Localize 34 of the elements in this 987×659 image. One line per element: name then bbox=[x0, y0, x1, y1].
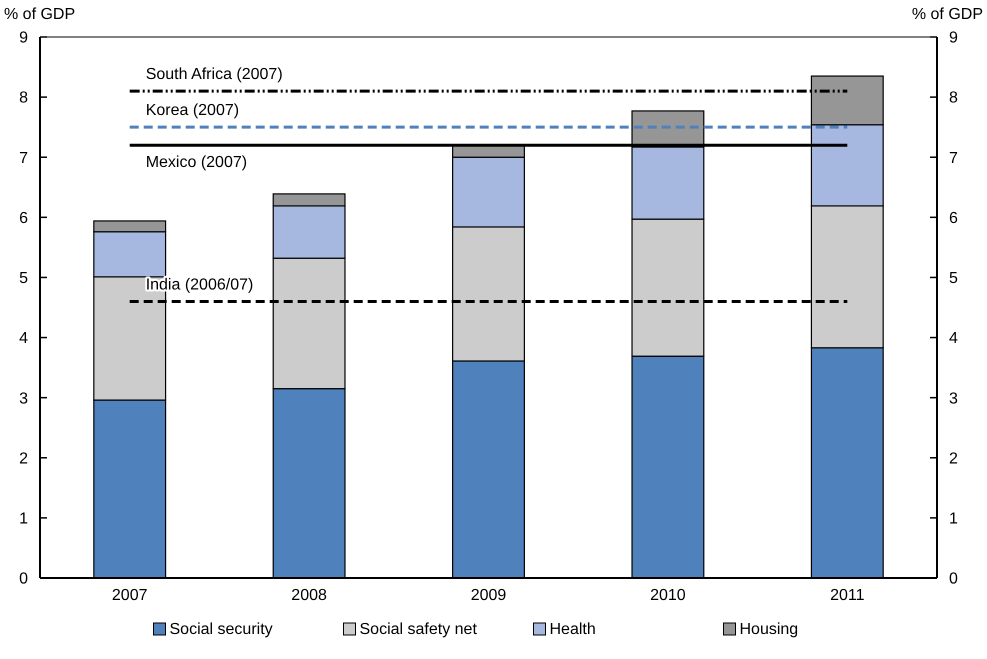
x-tick-label: 2007 bbox=[112, 587, 148, 604]
legend-label: Housing bbox=[740, 621, 798, 638]
y2-tick-label: 7 bbox=[949, 150, 958, 167]
ref-line-label: Korea (2007) bbox=[146, 102, 240, 120]
y-tick-label: 1 bbox=[19, 510, 28, 528]
y2-tick-label: 5 bbox=[949, 270, 958, 288]
y-tick-label: 9 bbox=[19, 30, 28, 47]
y-axis-title: % of GDP bbox=[4, 6, 76, 23]
y-tick-label: 5 bbox=[19, 270, 28, 288]
y2-tick-label: 9 bbox=[949, 30, 958, 47]
y2-tick-label: 1 bbox=[949, 510, 958, 528]
y-tick-label: 4 bbox=[19, 330, 28, 348]
legend-label: Social security bbox=[170, 621, 273, 638]
y2-tick-label: 0 bbox=[949, 570, 958, 588]
y2-tick-label: 8 bbox=[949, 90, 958, 107]
x-tick-label: 2008 bbox=[291, 587, 327, 604]
x-tick-label: 2009 bbox=[470, 587, 506, 604]
ref-line-label: South Africa (2007) bbox=[146, 66, 283, 84]
y-tick-label: 2 bbox=[19, 450, 28, 468]
x-tick-label: 2010 bbox=[650, 587, 686, 604]
y2-tick-label: 3 bbox=[949, 390, 958, 408]
y-tick-label: 7 bbox=[19, 150, 28, 167]
y-tick-label: 3 bbox=[19, 390, 28, 408]
y-tick-label: 8 bbox=[19, 90, 28, 107]
ref-line-label: Mexico (2007) bbox=[146, 154, 248, 172]
y2-tick-label: 6 bbox=[949, 210, 958, 227]
y-tick-label: 6 bbox=[19, 210, 28, 227]
x-tick-label: 2011 bbox=[830, 587, 865, 604]
legend-label: Social safety net bbox=[360, 621, 478, 638]
legend-label: Health bbox=[550, 621, 596, 638]
y2-tick-label: 4 bbox=[949, 330, 958, 348]
y2-tick-label: 2 bbox=[949, 450, 958, 468]
y-tick-label: 0 bbox=[19, 570, 28, 588]
y2-axis-title: % of GDP bbox=[912, 6, 983, 23]
